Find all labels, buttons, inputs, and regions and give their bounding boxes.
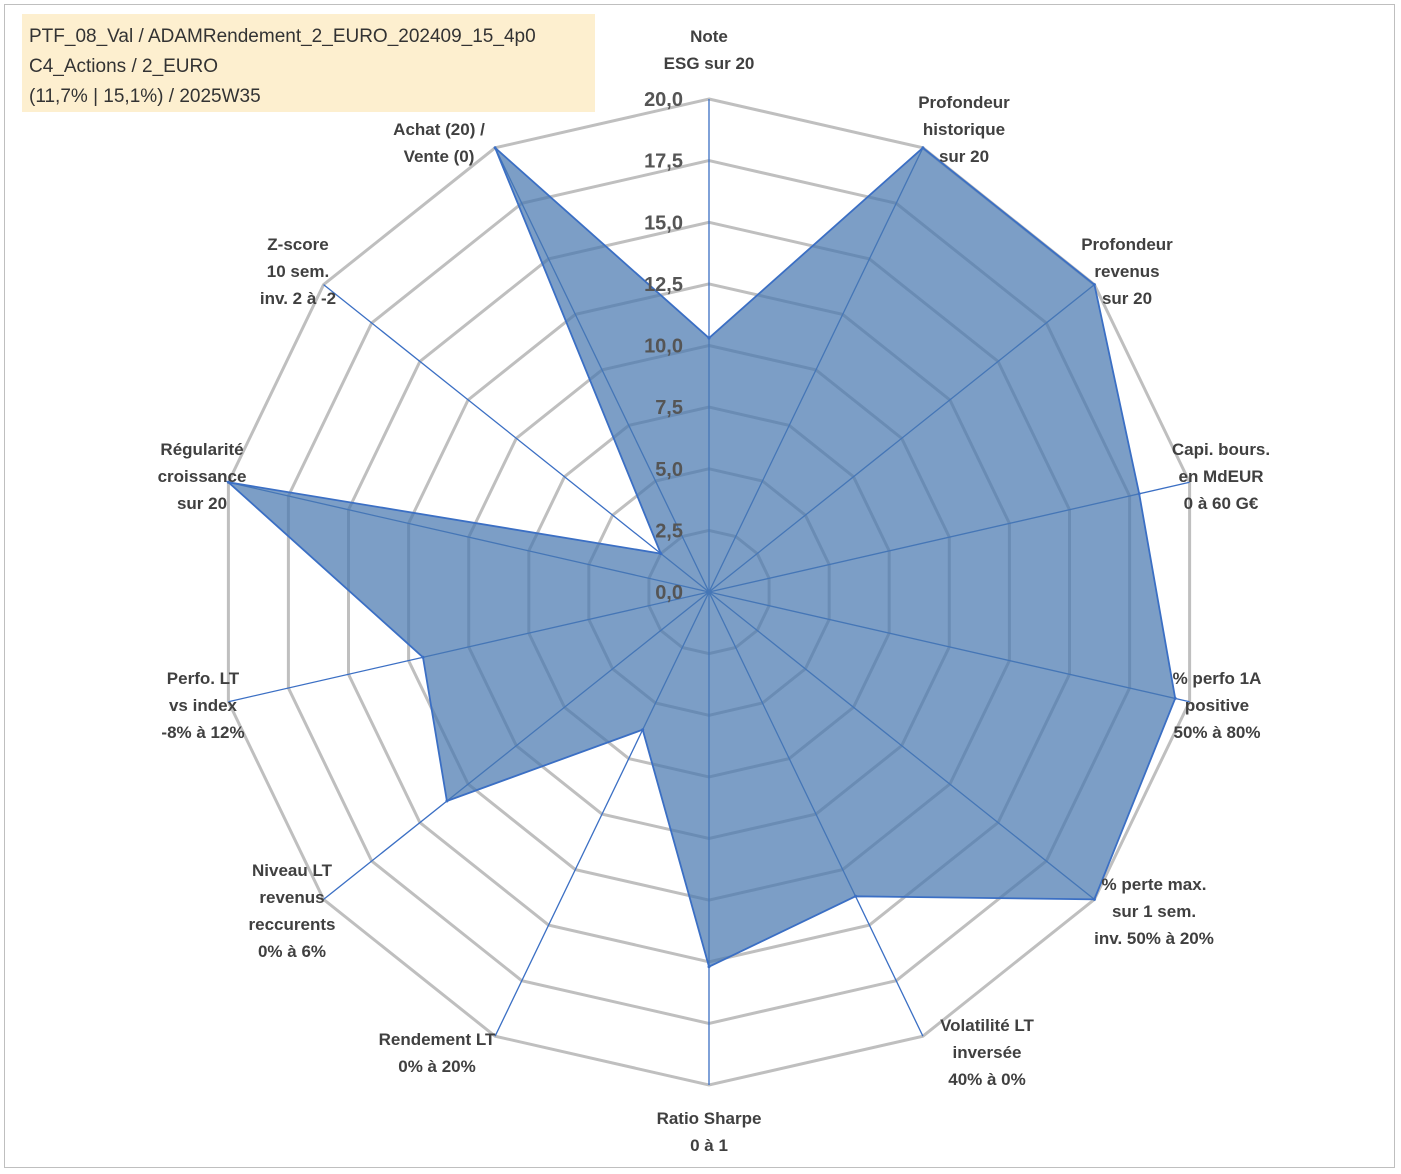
axis-label-8: Rendement LT 0% à 20% — [379, 1030, 496, 1076]
axis-label-5: % perte max. sur 1 sem. inv. 50% à 20% — [1094, 875, 1214, 948]
tick-label-7: 17,5 — [644, 151, 683, 173]
tick-label-6: 15,0 — [644, 212, 683, 234]
radial-tick-labels: 0,0 2,5 5,0 7,5 10,0 12,5 15,0 17,5 20,0 — [644, 89, 683, 604]
radar-series — [225, 146, 1177, 969]
data-point-3 — [1137, 492, 1141, 496]
data-point-11 — [226, 480, 230, 484]
data-point-0 — [707, 336, 711, 340]
tick-label-4: 10,0 — [644, 336, 683, 358]
data-point-13 — [493, 146, 497, 150]
info-line-portfolio: PTF_08_Val / ADAMRendement_2_EURO_202409… — [29, 26, 536, 47]
data-point-1 — [921, 146, 925, 150]
axis-label-6: Volatilité LT inversée 40% à 0% — [940, 1016, 1034, 1089]
data-point-7 — [707, 965, 711, 969]
tick-label-1: 2,5 — [655, 520, 683, 542]
series-area-0 — [225, 146, 1177, 968]
tick-label-0: 0,0 — [655, 582, 683, 604]
data-point-6 — [854, 894, 857, 898]
tick-label-8: 20,0 — [644, 89, 683, 111]
axis-label-12: Z-score 10 sem. inv. 2 à -2 — [260, 235, 336, 308]
chart-frame — [4, 4, 1395, 1168]
axis-label-4: % perfo 1A positive 50% à 80% — [1173, 669, 1262, 742]
data-point-4 — [1173, 696, 1177, 700]
axis-label-0: Note ESG sur 20 — [664, 27, 755, 73]
tick-label-2: 5,0 — [655, 459, 683, 481]
data-point-12 — [659, 552, 663, 556]
data-point-8 — [641, 728, 645, 732]
axis-label-3: Capi. bours. en MdEUR 0 à 60 G€ — [1172, 440, 1270, 513]
axis-label-11: Régularité croissance sur 20 — [158, 440, 247, 513]
axis-label-7: Ratio Sharpe 0 à 1 — [657, 1109, 762, 1155]
spoke-12 — [323, 284, 710, 593]
tick-label-3: 7,5 — [655, 397, 683, 419]
data-point-10 — [421, 655, 425, 659]
axis-label-2: Profondeur revenus sur 20 — [1081, 235, 1173, 308]
info-box: PTF_08_Val / ADAMRendement_2_EURO_202409… — [22, 14, 595, 112]
axis-label-1: Profondeur historique sur 20 — [918, 93, 1010, 166]
data-point-2 — [1092, 283, 1096, 287]
data-point-9 — [445, 799, 449, 803]
tick-label-5: 12,5 — [644, 274, 683, 296]
info-line-category: C4_Actions / 2_EURO — [29, 56, 219, 77]
axis-label-9: Niveau LT revenus reccurents 0% à 6% — [249, 861, 336, 961]
data-point-5 — [1092, 897, 1096, 901]
axis-label-10: Perfo. LT vs index -8% à 12% — [161, 669, 244, 742]
info-line-period: (11,7% | 15,1%) / 2025W35 — [29, 86, 261, 107]
